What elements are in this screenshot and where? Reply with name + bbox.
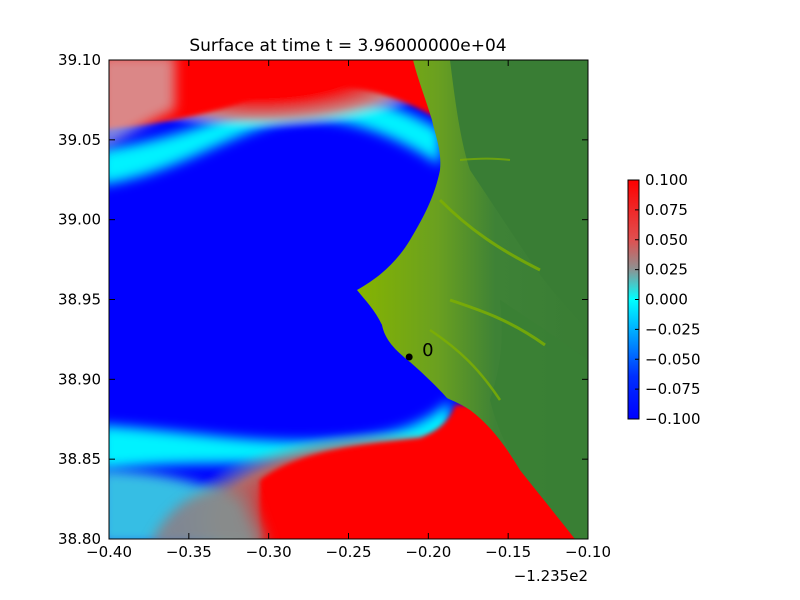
- land-mass: [357, 60, 588, 539]
- colorbar-tick-label: 0.025: [645, 261, 688, 279]
- y-tick-label: 39.10: [58, 51, 101, 69]
- y-tick-label: 39.00: [58, 211, 101, 229]
- x-tick-label: −0.20: [405, 543, 451, 561]
- colorbar-tick-label: −0.075: [645, 380, 701, 398]
- gauge-markers: 0: [405, 340, 434, 361]
- colorbar-tick-label: 0.050: [645, 231, 688, 249]
- red-region-north: [109, 60, 460, 146]
- colorbar-ticks: 0.100 0.075 0.050 0.025 0.000 −0.025 −0.050 −0.…: [635, 171, 701, 428]
- x-axis-offset-label: −1.235e2: [514, 567, 588, 585]
- x-tick-label: −0.40: [86, 543, 132, 561]
- x-tick-label: −0.15: [485, 543, 531, 561]
- colorbar-tick-label: 0.075: [645, 201, 688, 219]
- colorbar-tick-label: −0.025: [645, 320, 701, 338]
- colorbar-tick-label: −0.100: [645, 410, 701, 428]
- x-tick-label: −0.10: [565, 543, 611, 561]
- x-tick-label: −0.35: [166, 543, 212, 561]
- colorbar-tick-label: 0.100: [645, 171, 688, 189]
- gauge-point: [405, 353, 413, 361]
- y-tick-label: 38.95: [58, 291, 101, 309]
- y-axis-ticks: 38.80 38.85 38.90 38.95 39.00 39.05 39.10: [58, 51, 588, 548]
- y-tick-label: 39.05: [58, 131, 101, 149]
- heatmap-plot-area: [109, 60, 588, 539]
- x-tick-label: −0.30: [246, 543, 292, 561]
- colorbar-tick-label: −0.050: [645, 350, 701, 368]
- chart-title: Surface at time t = 3.96000000e+04: [189, 36, 506, 56]
- gauge-label: 0: [422, 340, 433, 361]
- x-tick-label: −0.25: [326, 543, 372, 561]
- colorbar-tick-label: 0.000: [645, 291, 688, 309]
- y-tick-label: 38.85: [58, 450, 101, 468]
- y-tick-label: 38.90: [58, 370, 101, 388]
- y-tick-label: 38.80: [58, 530, 101, 548]
- x-axis-ticks: −0.40 −0.35 −0.30 −0.25 −0.20 −0.15 −0.10: [86, 60, 611, 561]
